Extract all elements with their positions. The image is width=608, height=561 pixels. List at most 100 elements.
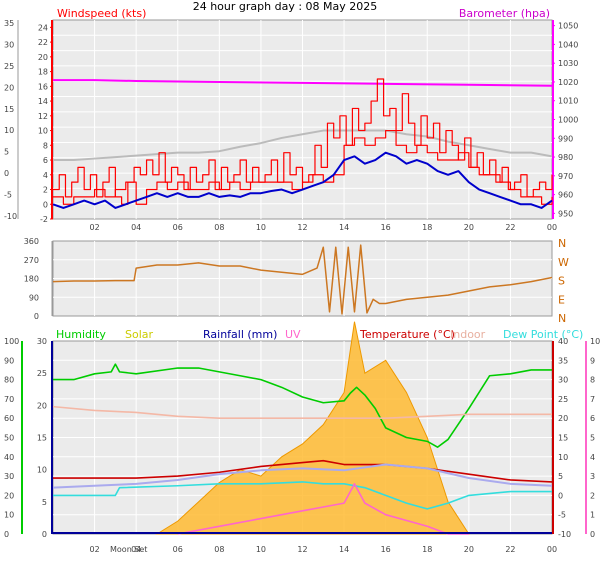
legend-3: UV <box>285 328 301 341</box>
temp-tick-label: 15 <box>558 434 568 443</box>
uv-tick-label: 10 <box>590 337 600 346</box>
series-avgwind <box>52 151 553 209</box>
dir-tick-label: 180 <box>24 275 39 284</box>
x-tick-label: 12 <box>297 545 307 554</box>
uv-tick-label: 1 <box>590 511 595 520</box>
wind-tick-label: 18 <box>38 68 48 77</box>
uv-tick-label: 2 <box>590 491 595 500</box>
compass-label: S <box>558 275 565 288</box>
series-temp <box>53 459 553 483</box>
x-tick-label: 04 <box>131 545 141 554</box>
x-tick-label: 12 <box>297 223 307 232</box>
x-tick-label: 18 <box>422 223 432 232</box>
wind-tick-label: 4 <box>43 171 48 180</box>
x-tick-label: 10 <box>256 545 266 554</box>
temp-tick-label: 25 <box>558 395 568 404</box>
x-tick-label: 20 <box>464 223 474 232</box>
dir-tick-label: 360 <box>24 237 39 246</box>
baro-tick-label: 1010 <box>558 97 578 106</box>
legend-6: Dew Point (°C) <box>503 328 583 341</box>
x-tick-label: 14 <box>339 223 349 232</box>
wind-tick-label: 16 <box>38 82 48 91</box>
compass-label: N <box>558 312 566 325</box>
humidity-tick-label: 50 <box>4 434 14 443</box>
series-baro <box>53 79 553 87</box>
uv-tick-label: 6 <box>590 414 595 423</box>
baro-tick-label: 970 <box>558 172 573 181</box>
outer-tick-label: 30 <box>4 40 14 49</box>
wind-tick-label: 6 <box>43 156 48 165</box>
outer-tick-label: 10 <box>4 126 14 135</box>
baro-tick-label: 1040 <box>558 40 578 49</box>
legend-2: Rainfall (mm) <box>203 328 277 341</box>
temp-tick-label: 40 <box>558 337 568 346</box>
graph-title: 24 hour graph day : 08 May 2025 <box>192 0 378 13</box>
humidity-tick-label: 30 <box>4 472 14 481</box>
outer-tick-label: 15 <box>4 105 14 114</box>
rain-tick-label: 10 <box>37 466 47 475</box>
humidity-tick-label: 70 <box>4 395 14 404</box>
series-humidity <box>53 363 552 448</box>
temp-tick-label: 0 <box>558 491 563 500</box>
wind-tick-label: 14 <box>38 97 48 106</box>
humidity-tick-label: 90 <box>4 356 14 365</box>
x-tick-label: 06 <box>173 223 183 232</box>
baro-tick-label: 960 <box>558 191 573 200</box>
wind-axis-label: Windspeed (kts) <box>57 7 146 20</box>
compass-label: E <box>558 293 565 306</box>
wind-tick-label: -2 <box>40 215 48 224</box>
temp-tick-label: -10 <box>558 530 571 539</box>
legend-5: Indoor <box>450 328 486 341</box>
humidity-tick-label: 60 <box>4 414 14 423</box>
rain-tick-label: 20 <box>37 401 47 410</box>
outer-tick-label: 5 <box>4 148 9 157</box>
temp-tick-label: -5 <box>558 511 566 520</box>
uv-tick-label: 5 <box>590 434 595 443</box>
humidity-tick-label: 100 <box>4 337 19 346</box>
humidity-tick-label: 20 <box>4 491 14 500</box>
x-tick-label: 00 <box>547 223 557 232</box>
uv-tick-label: 4 <box>590 453 595 462</box>
moon-set-label: Moon Set <box>110 545 147 554</box>
x-tick-label: 22 <box>505 223 515 232</box>
wind-tick-label: 22 <box>38 38 48 47</box>
wind-tick-label: 8 <box>43 141 48 150</box>
baro-axis-label: Barometer (hpa) <box>459 7 550 20</box>
outer-tick-label: 25 <box>4 62 14 71</box>
outer-tick-label: -5 <box>4 191 12 200</box>
rain-tick-label: 5 <box>42 498 47 507</box>
baro-tick-label: 1050 <box>558 22 578 31</box>
x-tick-label: 16 <box>381 223 391 232</box>
humidity-tick-label: 10 <box>4 511 14 520</box>
compass-label: N <box>558 237 566 250</box>
x-tick-label: 16 <box>381 545 391 554</box>
wind-tick-label: 10 <box>38 127 48 136</box>
baro-tick-label: 950 <box>558 209 573 218</box>
humidity-tick-label: 0 <box>4 530 9 539</box>
temp-tick-label: 30 <box>558 376 568 385</box>
x-tick-label: 06 <box>173 545 183 554</box>
series-uv <box>177 483 469 535</box>
temp-tick-label: 5 <box>558 472 563 481</box>
x-tick-label: 08 <box>214 545 224 554</box>
x-tick-label: 20 <box>464 545 474 554</box>
x-tick-label: 22 <box>505 545 515 554</box>
x-tick-label: 02 <box>89 223 99 232</box>
wind-tick-label: 24 <box>38 23 48 32</box>
baro-tick-label: 1020 <box>558 78 578 87</box>
outer-tick-label: 20 <box>4 83 14 92</box>
outer-tick-label: -10 <box>4 212 17 221</box>
wind-tick-label: 0 <box>43 200 48 209</box>
dir-tick-label: 90 <box>29 293 39 302</box>
baro-tick-label: 1030 <box>558 59 578 68</box>
x-tick-label: 14 <box>339 545 349 554</box>
outer-tick-label: 0 <box>4 169 9 178</box>
temp-tick-label: 35 <box>558 356 568 365</box>
rain-tick-label: 30 <box>37 337 47 346</box>
temp-tick-label: 10 <box>558 453 568 462</box>
dir-tick-label: 0 <box>34 312 39 321</box>
baro-tick-label: 990 <box>558 134 573 143</box>
rain-tick-label: 15 <box>37 434 47 443</box>
